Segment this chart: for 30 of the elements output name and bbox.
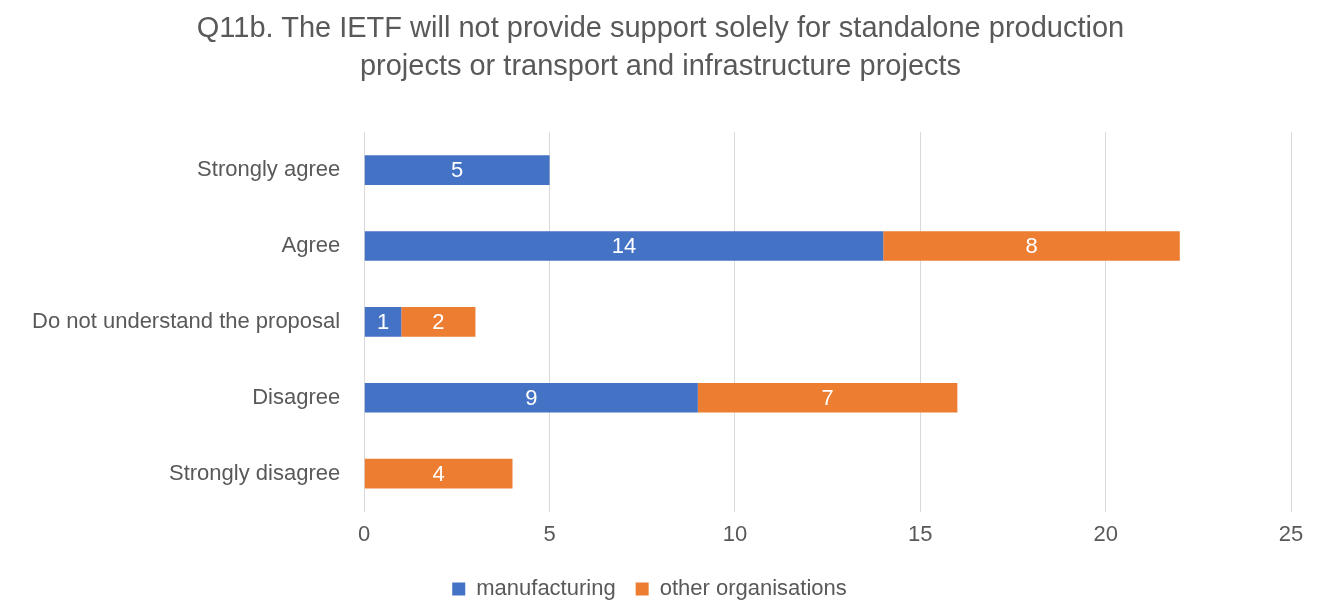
y-tick-label: Do not understand the proposal	[32, 307, 341, 333]
bar	[364, 231, 884, 261]
data-label: 2	[432, 308, 445, 334]
bar	[401, 307, 476, 337]
legend-label: manufacturing	[476, 575, 616, 601]
bar	[364, 155, 550, 185]
data-label: 5	[451, 157, 464, 183]
x-tick-label: 10	[722, 520, 748, 546]
data-label: 9	[525, 384, 538, 410]
x-tick-label: 5	[543, 520, 556, 546]
data-label: 8	[1025, 233, 1038, 259]
y-tick-label: Strongly disagree	[169, 459, 341, 485]
x-tick-label: 25	[1278, 520, 1304, 546]
data-label: 4	[432, 460, 445, 486]
y-tick-label: Disagree	[252, 383, 341, 409]
data-label: 14	[611, 233, 637, 259]
chart-title: Q11b. The IETF will not provide support solely for standalone production projects or transport and infrastructure projects	[195, 10, 1126, 83]
bar	[364, 458, 513, 489]
bar	[364, 382, 698, 413]
y-tick-label: Strongly agree	[197, 156, 341, 182]
bar	[883, 231, 1180, 261]
x-tick-label: 15	[908, 520, 933, 546]
x-tick-label: 0	[358, 520, 371, 546]
data-label: 1	[376, 308, 390, 334]
bar	[364, 307, 402, 337]
y-tick-label: Agree	[281, 232, 341, 258]
bar	[697, 382, 958, 413]
data-label: 7	[821, 384, 834, 410]
x-tick-label: 20	[1093, 520, 1118, 546]
legend-label: other organisations	[659, 575, 847, 601]
